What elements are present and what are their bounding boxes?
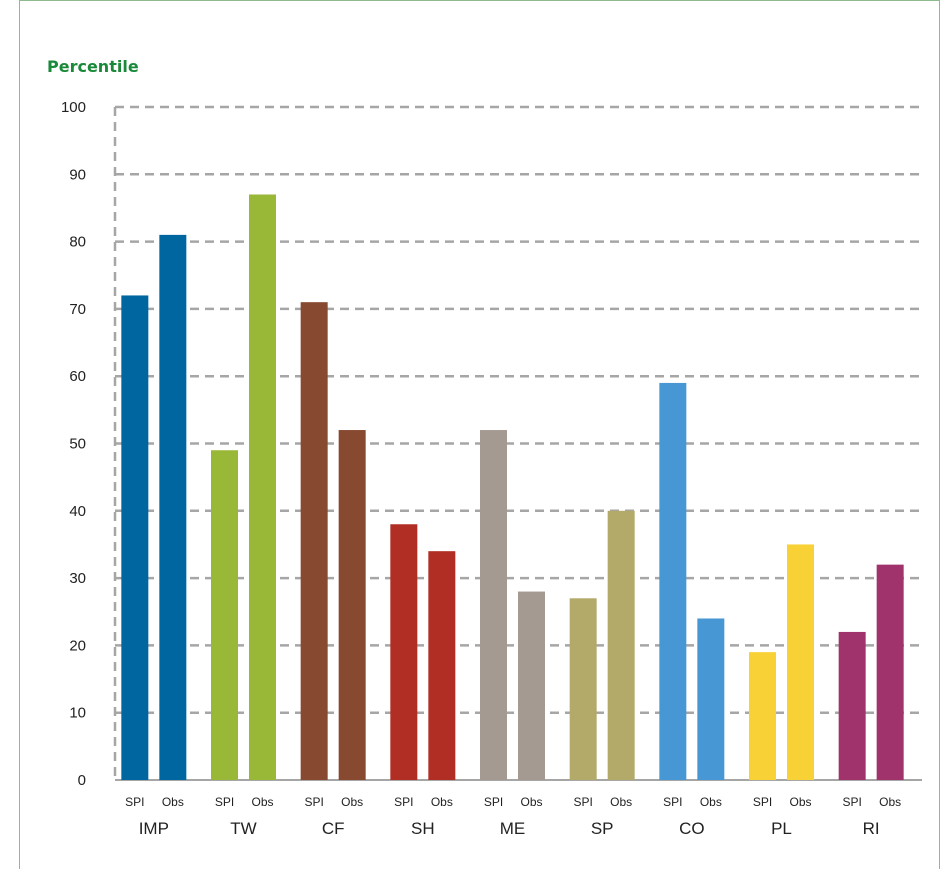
category-label: CF <box>322 819 345 838</box>
sub-label: Obs <box>789 795 811 809</box>
sub-label: SPI <box>484 795 503 809</box>
sub-label: SPI <box>125 795 144 809</box>
bar-tw-obs <box>249 194 276 781</box>
sub-label: SPI <box>663 795 682 809</box>
sub-label: SPI <box>842 795 861 809</box>
category-label: PL <box>771 819 792 838</box>
sub-label: SPI <box>304 795 323 809</box>
sub-label: Obs <box>520 795 542 809</box>
bar-pl-spi <box>749 652 776 780</box>
sub-label: Obs <box>431 795 453 809</box>
category-label: ME <box>500 819 526 838</box>
bar-cf-obs <box>338 430 366 780</box>
y-tick-label: 100 <box>61 99 86 116</box>
y-tick-label: 60 <box>69 368 86 385</box>
sub-label: Obs <box>879 795 901 809</box>
category-label: TW <box>230 819 256 838</box>
bar-me-spi <box>480 430 507 780</box>
bar-ri-spi <box>838 631 866 780</box>
bar-ri-obs <box>876 564 904 780</box>
bar-sh-obs <box>428 551 456 780</box>
sub-label: Obs <box>341 795 363 809</box>
category-label: SH <box>411 819 435 838</box>
chart-title: Percentile <box>47 57 139 76</box>
bar-tw-spi <box>211 450 238 780</box>
y-tick-label: 20 <box>69 637 86 654</box>
bar-co-spi <box>659 382 687 780</box>
y-tick-label: 10 <box>69 705 86 722</box>
sub-label: Obs <box>251 795 273 809</box>
y-tick-label: 40 <box>69 503 86 520</box>
bar-me-obs <box>518 591 545 780</box>
category-label: CO <box>679 819 705 838</box>
y-tick-label: 90 <box>69 166 86 183</box>
sub-label: Obs <box>610 795 632 809</box>
sub-label: SPI <box>394 795 413 809</box>
sub-label: Obs <box>700 795 722 809</box>
bar-pl-obs <box>787 544 814 780</box>
bars <box>121 194 904 781</box>
y-tick-label: 30 <box>69 570 86 587</box>
bar-co-obs <box>697 618 725 780</box>
sub-label: SPI <box>215 795 234 809</box>
y-tick-label: 80 <box>69 234 86 251</box>
bar-sp-spi <box>569 598 597 780</box>
sub-label: SPI <box>753 795 772 809</box>
category-label: RI <box>863 819 880 838</box>
bar-sp-obs <box>607 510 635 780</box>
y-tick-label: 0 <box>78 772 86 789</box>
y-tick-label: 50 <box>69 436 86 453</box>
bar-imp-spi <box>121 295 149 780</box>
bar-sh-spi <box>390 524 418 780</box>
sub-label: SPI <box>573 795 592 809</box>
y-tick-label: 70 <box>69 301 86 318</box>
bar-imp-obs <box>159 234 187 780</box>
sub-label: Obs <box>162 795 184 809</box>
category-label: SP <box>591 819 614 838</box>
labels: 0 10 20 30 40 50 60 70 80 90 100 SPI Obs IMP SPI Obs TW S… <box>61 99 901 838</box>
chart-frame <box>19 0 940 869</box>
bar-cf-spi <box>300 302 328 780</box>
category-label: IMP <box>139 819 169 838</box>
